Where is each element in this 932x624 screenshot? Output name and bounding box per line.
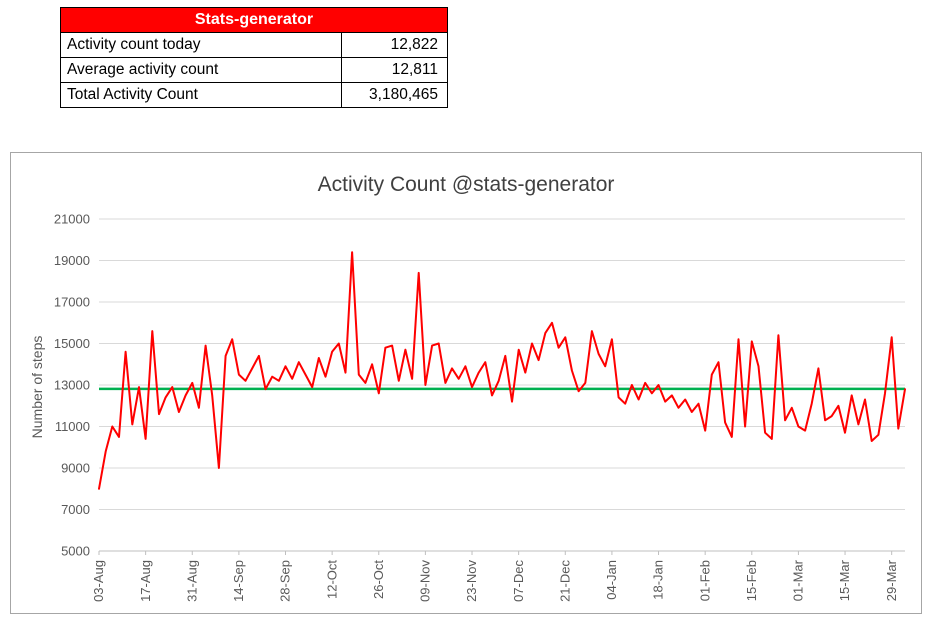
stats-table-header-row: Stats-generator — [60, 7, 448, 33]
y-tick-label: 21000 — [54, 212, 90, 227]
row-label: Total Activity Count — [60, 82, 342, 108]
x-tick-label: 18-Jan — [651, 560, 666, 600]
y-tick-label: 7000 — [61, 502, 90, 517]
row-label: Average activity count — [60, 57, 342, 83]
y-tick-label: 19000 — [54, 253, 90, 268]
table-row: Average activity count 12,811 — [60, 57, 448, 83]
table-row: Activity count today 12,822 — [60, 32, 448, 58]
row-value: 3,180,465 — [341, 82, 448, 108]
stats-table-header: Stats-generator — [60, 7, 448, 33]
row-value: 12,811 — [341, 57, 448, 83]
chart-title: Activity Count @stats-generator — [317, 173, 615, 196]
x-tick-label: 15-Feb — [744, 560, 759, 601]
x-tick-label: 26-Oct — [371, 560, 386, 599]
chart-container: 5000 7000 9000 11000 13000 15000 17000 19000 210… — [10, 152, 922, 614]
x-tick-label: 23-Nov — [464, 560, 479, 602]
x-tick-label: 17-Aug — [138, 560, 153, 602]
x-tick-label: 15-Mar — [837, 559, 852, 601]
y-tick-label: 11000 — [55, 419, 90, 434]
x-tick-label: 12-Oct — [324, 560, 339, 599]
y-tick-label: 9000 — [61, 461, 90, 476]
x-tick-label: 21-Dec — [557, 560, 572, 602]
row-label: Activity count today — [60, 32, 342, 58]
table-row: Total Activity Count 3,180,465 — [60, 82, 448, 108]
y-axis-label: Number of steps — [29, 335, 45, 439]
chart-plot: 5000 7000 9000 11000 13000 15000 17000 19000 210… — [54, 212, 906, 602]
stats-table: Stats-generator Activity count today 12,… — [60, 7, 448, 108]
x-tick-label: 01-Mar — [791, 559, 806, 601]
x-tick-label: 28-Sep — [278, 560, 293, 602]
x-tick-label: 03-Aug — [91, 560, 106, 602]
x-tick-label: 01-Feb — [697, 560, 712, 601]
row-value: 12,822 — [341, 32, 448, 58]
x-tick-label: 31-Aug — [184, 560, 199, 602]
y-tick-label: 15000 — [54, 336, 90, 351]
x-tick-label: 14-Sep — [231, 560, 246, 602]
stats-table-grid: Stats-generator Activity count today 12,… — [60, 7, 448, 108]
x-tick-label: 29-Mar — [884, 559, 899, 601]
x-tick-label: 09-Nov — [418, 560, 433, 602]
x-tick-label: 07-Dec — [511, 560, 526, 602]
y-tick-label: 13000 — [54, 378, 90, 393]
y-tick-label: 5000 — [61, 544, 90, 559]
activity-line — [98, 251, 906, 490]
x-tick-label: 04-Jan — [604, 560, 619, 600]
y-tick-label: 17000 — [54, 295, 90, 310]
